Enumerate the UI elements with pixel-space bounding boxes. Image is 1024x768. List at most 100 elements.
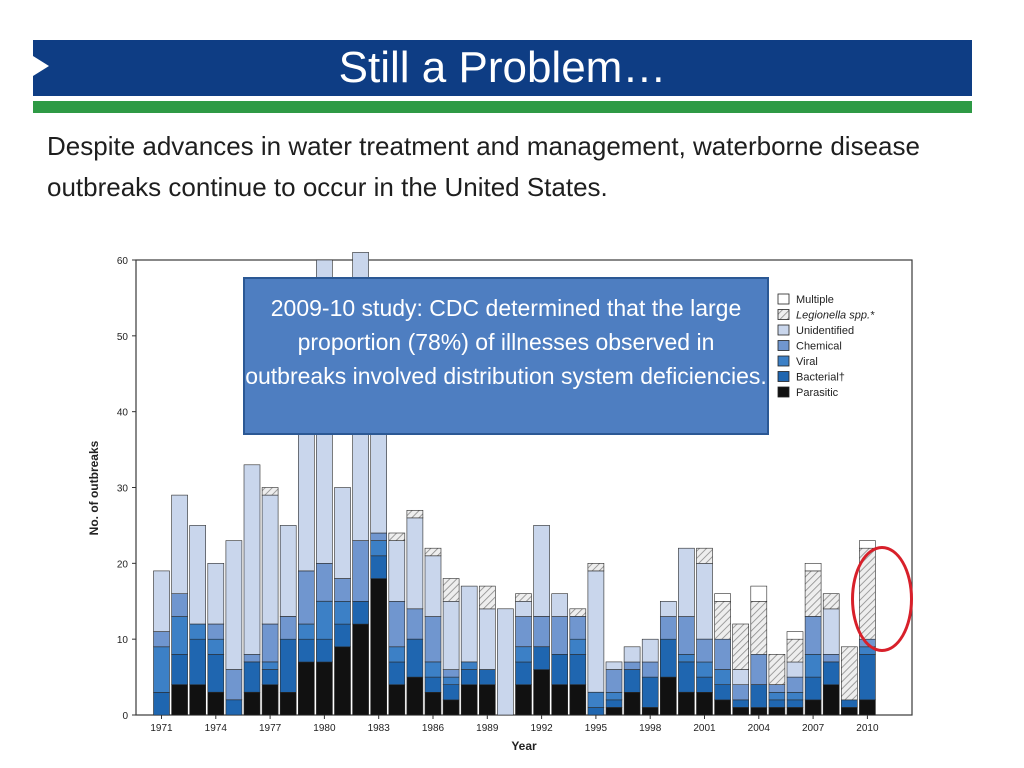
bar-1976-parasitic xyxy=(243,691,261,716)
bar-1983-chemical xyxy=(370,532,388,541)
bar-1986-parasitic xyxy=(424,691,442,716)
bar-1971-bacterial xyxy=(153,691,170,716)
bar-1997-unidentified xyxy=(623,646,641,663)
bar-1981-parasitic xyxy=(334,646,351,716)
bar-1972-bacterial xyxy=(171,653,188,685)
bar-2001-chemical xyxy=(696,638,713,663)
bar-1975-chemical xyxy=(225,669,243,701)
x-tick-label: 1977 xyxy=(259,723,282,734)
bar-2008-legionella-spp xyxy=(822,593,840,610)
bar-1972-unidentified xyxy=(171,494,188,595)
bar-2007-multiple xyxy=(804,562,822,572)
y-axis-label: No. of outbreaks xyxy=(87,440,101,535)
bar-1988-bacterial xyxy=(460,669,478,685)
bar-1993-bacterial xyxy=(551,653,569,685)
bar-2007-parasitic xyxy=(804,699,822,716)
bar-1982-bacterial xyxy=(352,600,369,625)
bar-1979-parasitic xyxy=(298,661,315,716)
bar-2000-viral xyxy=(678,653,695,663)
bar-1980-bacterial xyxy=(316,638,333,663)
bar-1993-parasitic xyxy=(551,684,569,716)
bar-2008-unidentified xyxy=(822,608,840,655)
x-tick-label: 2001 xyxy=(693,723,716,734)
bar-1977-chemical xyxy=(261,623,279,663)
bar-2005-viral xyxy=(768,691,786,701)
bar-1971-chemical xyxy=(153,631,170,648)
legend-label: Unidentified xyxy=(796,325,854,337)
y-tick-label: 50 xyxy=(117,332,129,343)
bar-2007-chemical xyxy=(804,616,822,655)
bar-1995-legionella-spp xyxy=(587,562,605,572)
bar-1988-viral xyxy=(460,661,478,670)
y-tick-label: 20 xyxy=(117,559,129,570)
bar-1983-parasitic xyxy=(370,578,388,716)
bar-1985-chemical xyxy=(406,608,424,640)
bar-1987-legionella-spp xyxy=(442,578,460,602)
bar-2003-legionella-spp xyxy=(732,623,750,670)
bar-2003-chemical xyxy=(732,684,750,701)
bar-2005-parasitic xyxy=(768,707,786,716)
bar-1988-unidentified xyxy=(460,585,478,663)
bar-1978-parasitic xyxy=(279,691,297,716)
bar-1977-legionella-spp xyxy=(261,487,279,496)
bar-1994-viral xyxy=(569,638,587,655)
bar-1980-viral xyxy=(316,600,333,640)
bar-1972-chemical xyxy=(171,593,188,617)
bar-2002-multiple xyxy=(714,593,731,602)
bar-1984-bacterial xyxy=(388,661,406,685)
bar-1993-chemical xyxy=(551,616,569,655)
divider-green xyxy=(33,101,972,113)
bar-1984-viral xyxy=(388,646,406,663)
bar-1978-unidentified xyxy=(279,525,297,617)
bar-1985-legionella-spp xyxy=(406,509,424,519)
bar-2007-viral xyxy=(804,653,822,678)
bar-2006-parasitic xyxy=(786,707,804,716)
x-tick-label: 1980 xyxy=(313,723,336,734)
bar-1981-unidentified xyxy=(334,487,351,579)
slide-title: Still a Problem… xyxy=(338,43,667,92)
bar-2004-multiple xyxy=(750,585,768,602)
bar-1987-viral xyxy=(442,676,460,686)
bar-1997-bacterial xyxy=(623,669,641,693)
bar-1979-chemical xyxy=(298,570,315,625)
y-tick-label: 10 xyxy=(117,635,129,646)
bar-1991-legionella-spp xyxy=(515,593,532,602)
bar-2000-bacterial xyxy=(678,661,695,693)
bar-1991-parasitic xyxy=(515,684,532,716)
bar-1996-unidentified xyxy=(605,661,623,670)
bar-1988-parasitic xyxy=(460,684,478,716)
bar-1991-viral xyxy=(515,646,532,663)
bar-2000-parasitic xyxy=(678,691,695,716)
x-tick-label: 2007 xyxy=(802,723,825,734)
bar-1989-parasitic xyxy=(478,684,496,716)
bar-1996-bacterial xyxy=(605,699,623,708)
bar-2008-parasitic xyxy=(822,684,840,716)
bar-1992-bacterial xyxy=(533,646,550,670)
bar-2000-chemical xyxy=(678,616,695,655)
bar-2001-bacterial xyxy=(696,676,713,693)
bar-1976-bacterial xyxy=(243,661,261,693)
bar-1983-bacterial xyxy=(370,555,388,579)
bar-2010-parasitic xyxy=(859,699,876,716)
bar-1974-viral xyxy=(207,638,225,655)
bar-2001-viral xyxy=(696,661,713,678)
x-tick-label: 1983 xyxy=(368,723,391,734)
bar-1977-unidentified xyxy=(261,494,279,625)
bar-2009-bacterial xyxy=(840,699,858,708)
x-tick-label: 1986 xyxy=(422,723,445,734)
x-tick-label: 1992 xyxy=(530,723,553,734)
bar-1986-viral xyxy=(424,661,442,678)
bar-1998-bacterial xyxy=(641,676,659,708)
bar-2010-multiple xyxy=(859,540,876,549)
bar-1973-bacterial xyxy=(189,638,206,686)
bar-1989-unidentified xyxy=(478,608,496,670)
bar-1979-viral xyxy=(298,623,315,640)
chart-legend: Multiple Legionella spp.* Unidentified Chem… xyxy=(777,293,875,399)
bar-2009-legionella-spp xyxy=(840,646,858,701)
bar-1977-bacterial xyxy=(261,669,279,685)
bar-1999-unidentified xyxy=(659,600,677,617)
highlight-circle-2010 xyxy=(851,546,913,652)
bar-1971-viral xyxy=(153,646,170,693)
bar-1999-parasitic xyxy=(659,676,677,716)
bar-1973-viral xyxy=(189,623,206,640)
